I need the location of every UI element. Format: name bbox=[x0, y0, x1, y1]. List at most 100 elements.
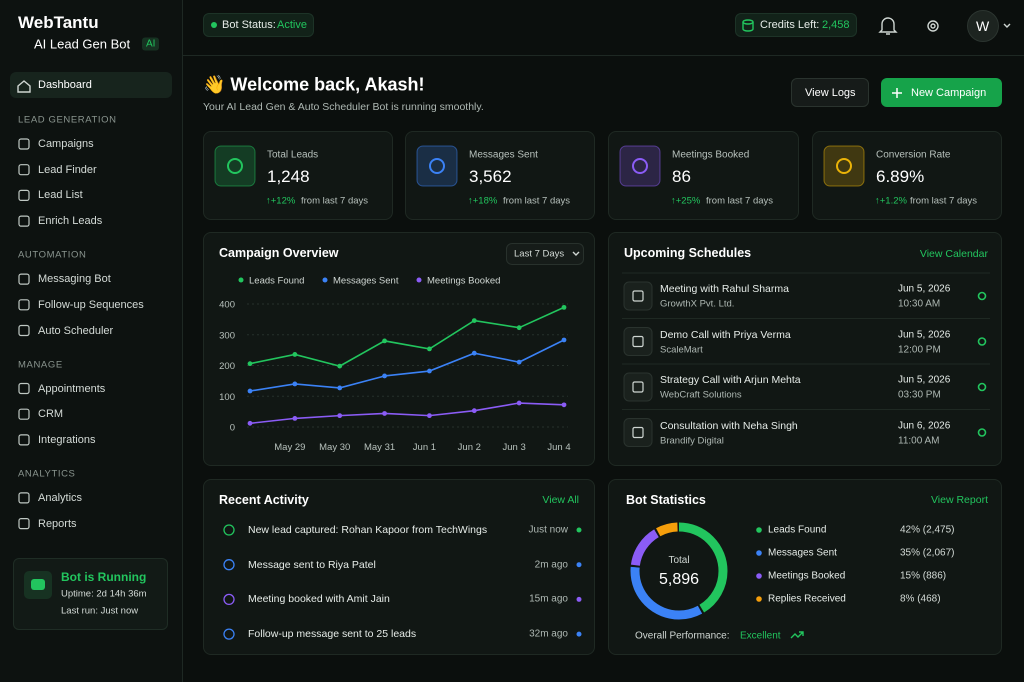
nav-item[interactable]: Dashboard bbox=[38, 79, 92, 91]
activity-dot bbox=[576, 596, 582, 602]
nav-item[interactable]: Follow-up Sequences bbox=[38, 298, 144, 311]
y-tick-label: 100 bbox=[219, 392, 235, 403]
schedule-title[interactable]: Strategy Call with Arjun Mehta bbox=[660, 374, 801, 386]
nav-item[interactable]: Appointments bbox=[38, 382, 106, 395]
legend-label: Replies Received bbox=[768, 593, 846, 605]
data-point bbox=[247, 420, 253, 426]
data-point bbox=[427, 368, 432, 374]
avatar-initial[interactable]: W bbox=[976, 18, 990, 34]
panel-link[interactable]: View All bbox=[542, 494, 579, 506]
nav-item[interactable]: Enrich Leads bbox=[38, 215, 103, 228]
schedule-title[interactable]: Meeting with Rahul Sharma bbox=[660, 283, 789, 295]
stat-icon bbox=[836, 158, 852, 174]
nav-item[interactable]: Lead List bbox=[38, 189, 83, 202]
nav-icon bbox=[18, 164, 30, 176]
nav-icon bbox=[18, 382, 30, 395]
donut-center-label: Total bbox=[668, 555, 689, 566]
panel-link[interactable]: View Calendar bbox=[919, 248, 988, 260]
activity-text: Meeting booked with Amit Jain bbox=[248, 593, 390, 606]
activity-icon bbox=[223, 593, 235, 606]
nav-item[interactable]: CRM bbox=[38, 408, 64, 421]
nav-item[interactable]: Lead Finder bbox=[38, 163, 97, 176]
activity-icon bbox=[223, 628, 235, 640]
stat-value: 3,562 bbox=[469, 167, 512, 186]
schedule-company: WebCraft Solutions bbox=[660, 389, 742, 401]
legend-dot bbox=[756, 573, 762, 579]
panel-link[interactable]: View Report bbox=[930, 494, 988, 506]
data-point bbox=[471, 350, 477, 356]
schedule-company: ScaleMart bbox=[660, 344, 703, 355]
coins-icon bbox=[742, 22, 754, 32]
avatar[interactable] bbox=[967, 10, 999, 42]
calendar-icon-box bbox=[623, 327, 653, 356]
schedules-panel bbox=[608, 232, 1002, 466]
data-point bbox=[337, 413, 343, 419]
stat-icon bbox=[632, 158, 648, 174]
x-tick-label: May 30 bbox=[319, 442, 350, 453]
active-nav-bg[interactable] bbox=[10, 72, 172, 98]
nav-item[interactable]: Reports bbox=[38, 517, 77, 530]
schedule-title[interactable]: Demo Call with Priya Verma bbox=[660, 328, 791, 341]
activity-icon bbox=[223, 524, 235, 536]
activity-text: Message sent to Riya Patel bbox=[248, 558, 376, 571]
nav-item[interactable]: Auto Scheduler bbox=[38, 324, 114, 337]
activity-panel bbox=[203, 479, 595, 655]
range-dropdown[interactable] bbox=[506, 243, 584, 265]
stat-value: 86 bbox=[672, 167, 691, 186]
legend-dot bbox=[756, 527, 762, 533]
nav-item[interactable]: Campaigns bbox=[38, 138, 94, 150]
trend-icon bbox=[790, 631, 804, 639]
stat-icon-box bbox=[416, 145, 458, 187]
plus-icon bbox=[892, 88, 902, 98]
legend-label: Meetings Booked bbox=[768, 570, 846, 582]
nav-icon bbox=[18, 273, 30, 285]
button-label[interactable]: New Campaign bbox=[911, 87, 987, 99]
data-point bbox=[337, 363, 343, 369]
bell-icon[interactable] bbox=[878, 17, 898, 35]
legend-label: Meetings Booked bbox=[427, 276, 500, 287]
credits-label: Credits Left: bbox=[760, 19, 820, 31]
status-ring bbox=[977, 428, 987, 437]
bot-last-run: Last run: Just now bbox=[61, 605, 139, 617]
schedule-company: Brandify Digital bbox=[660, 435, 724, 446]
nav-item[interactable]: Messaging Bot bbox=[38, 273, 111, 286]
stat-label: Meetings Booked bbox=[672, 149, 750, 161]
gear-icon[interactable] bbox=[927, 20, 939, 32]
performance-value: Excellent bbox=[740, 630, 781, 642]
schedule-title[interactable]: Consultation with Neha Singh bbox=[660, 419, 798, 432]
nav-item[interactable]: Integrations bbox=[38, 433, 96, 446]
legend-value: 42% (2,475) bbox=[900, 524, 955, 536]
welcome-subtitle: Your AI Lead Gen & Auto Scheduler Bot is… bbox=[203, 101, 484, 113]
stat-change: ↑+12% bbox=[266, 195, 296, 207]
bot-stats-panel bbox=[608, 479, 1002, 655]
legend-label: Leads Found bbox=[768, 524, 827, 536]
activity-dot bbox=[576, 631, 582, 637]
status-pill bbox=[203, 13, 314, 37]
data-point bbox=[382, 411, 387, 416]
activity-dot bbox=[576, 527, 582, 533]
panel-title: Campaign Overview bbox=[219, 246, 339, 260]
brand: WebTantu bbox=[18, 13, 99, 32]
status-ring bbox=[977, 382, 987, 392]
schedule-date: Jun 5, 2026 bbox=[898, 374, 951, 386]
coins-icon bbox=[742, 19, 754, 25]
stat-note: from last 7 days bbox=[301, 195, 369, 207]
series-line bbox=[249, 402, 565, 425]
legend-value: 35% (2,067) bbox=[900, 547, 955, 559]
nav-icon bbox=[18, 189, 30, 201]
nav-item[interactable]: Analytics bbox=[38, 491, 83, 504]
status-ring bbox=[977, 291, 987, 301]
stat-change: ↑+18% bbox=[468, 195, 498, 207]
view-logs-button[interactable] bbox=[791, 78, 869, 107]
data-point bbox=[382, 338, 387, 344]
x-tick-label: Jun 1 bbox=[413, 442, 436, 453]
panel-title: Bot Statistics bbox=[626, 493, 706, 507]
data-point bbox=[561, 304, 567, 310]
gear-icon bbox=[930, 23, 936, 29]
legend-label: Messages Sent bbox=[768, 547, 837, 559]
button-label[interactable]: View Logs bbox=[805, 87, 856, 99]
stat-change: ↑+25% bbox=[671, 195, 701, 207]
credits-value: 2,458 bbox=[822, 19, 850, 31]
range-label[interactable]: Last 7 Days bbox=[514, 248, 565, 260]
series-line bbox=[249, 306, 565, 367]
